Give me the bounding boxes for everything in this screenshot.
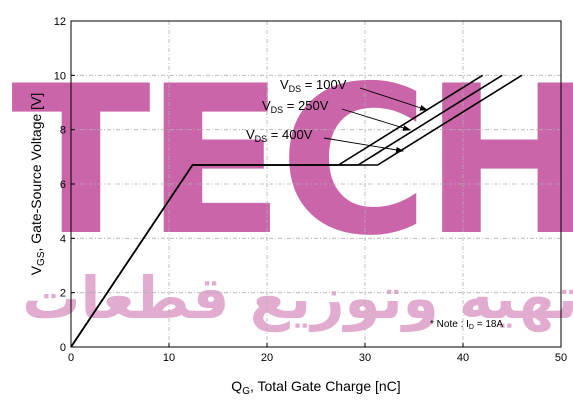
callout-group (323, 87, 428, 153)
x-axis-title: QG, Total Gate Charge [nC] (231, 378, 400, 397)
series-label-100v-main: V (280, 77, 289, 92)
x-tick-label: 40 (457, 352, 469, 364)
test-condition-note: * Note : ID = 18A (430, 319, 503, 331)
x-tick-label: 30 (359, 352, 371, 364)
y-tick-label: 12 (54, 16, 66, 28)
y-tick-label: 4 (60, 233, 66, 245)
x-tick-label: 10 (163, 352, 175, 364)
grid-lines (71, 21, 561, 347)
callout-arrow-250v (341, 108, 411, 131)
x-axis-title-rest: , Total Gate Charge [nC] (250, 378, 401, 394)
series-label-400v-sub: DS (255, 134, 268, 144)
callout-arrow-400v (323, 137, 404, 153)
x-tick-label: 50 (555, 352, 567, 364)
series-label-100v-rest: = 100V (301, 77, 347, 92)
series-group (70, 74, 523, 348)
y-tick-label: 0 (60, 342, 66, 354)
y-tick-label: 6 (60, 179, 66, 191)
x-axis-title-main: Q (231, 378, 242, 394)
x-axis-title-sub: G (242, 386, 250, 397)
axis-ticks: 0 10 20 30 40 50 0 2 4 6 8 10 12 (54, 16, 567, 364)
series-label-400v-rest: = 400V (267, 127, 313, 142)
y-axis-title: VGS, Gate-Source Voltage [V] (28, 93, 47, 276)
watermark: TECH تهیه وتوزیع قطعات (11, 43, 573, 333)
series-label-250v: VDS = 250V (262, 98, 329, 115)
y-tick-label: 2 (60, 288, 66, 300)
watermark-latin-text: TECH (11, 43, 573, 281)
series-label-100v-sub: DS (289, 84, 302, 94)
watermark-arabic-text: تهیه وتوزیع قطعات (22, 264, 573, 333)
series-label-400v-main: V (246, 127, 255, 142)
y-axis-title-sub: GS (36, 251, 47, 266)
series-label-250v-main: V (262, 98, 271, 113)
series-label-400v: VDS = 400V (246, 127, 313, 144)
x-tick-label: 20 (261, 352, 273, 364)
x-tick-label: 0 (68, 352, 74, 364)
callout-arrow-100v (359, 87, 428, 111)
note-main: * Note : I (430, 319, 469, 330)
series-label-250v-sub: DS (271, 105, 284, 115)
series-label-250v-rest: = 250V (283, 98, 329, 113)
series-label-100v: VDS = 100V (280, 77, 347, 94)
y-tick-label: 10 (54, 70, 66, 82)
note-rest: = 18A (474, 319, 504, 330)
y-axis-title-main: V (28, 265, 44, 275)
series-line-400v (70, 74, 523, 348)
y-tick-label: 8 (60, 125, 66, 137)
note-sub: D (469, 324, 474, 331)
y-axis-title-rest: , Gate-Source Voltage [V] (28, 93, 44, 252)
